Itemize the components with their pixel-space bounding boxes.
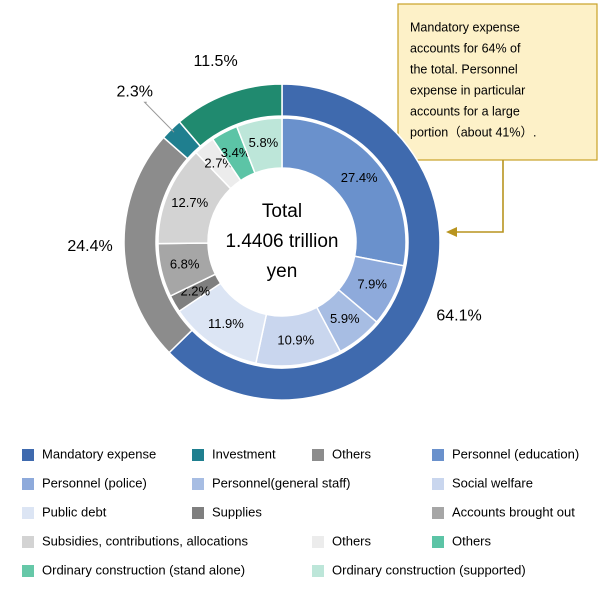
arrow-head [446,227,457,237]
slice [178,83,283,148]
slice-label: 6.8% [170,256,200,271]
legend-swatch [192,449,204,461]
legend-swatch [192,507,204,519]
legend-label: Supplies [212,504,262,519]
slice [281,117,407,267]
legend-label: Mandatory expense [42,446,156,461]
legend-swatch [432,478,444,490]
legend-swatch [432,507,444,519]
legend-label: Personnel (education) [452,446,579,461]
annotation-text: accounts for 64% of [410,41,521,55]
slice-label: 64.1% [436,308,481,325]
legend-swatch [312,536,324,548]
annotation-text: accounts for a large [410,104,520,118]
slice [168,83,441,401]
slice-label: 5.8% [249,135,279,150]
legend-swatch [22,478,34,490]
legend-label: Subsidies, contributions, allocations [42,533,248,548]
legend-swatch [312,565,324,577]
legend-label: Public debt [42,504,107,519]
slice-label: 3.4% [221,145,251,160]
legend-swatch [22,449,34,461]
slice [235,117,283,175]
legend-label: Ordinary construction (stand alone) [42,562,245,577]
annotation-box [397,3,598,161]
legend-label: Accounts brought out [452,504,575,519]
leader-line [143,101,175,133]
annotation-text: the total. Personnel [410,62,518,76]
legend-label: Ordinary construction (supported) [332,562,526,577]
legend-swatch [432,449,444,461]
center-text: Total [262,201,302,222]
legend-label: Social welfare [452,475,533,490]
slice-label: 27.4% [341,170,378,185]
slice-label: 10.9% [277,332,314,347]
legend-swatch [432,536,444,548]
legend-label: Personnel(general staff) [212,475,351,490]
slice-label: 7.9% [357,277,387,292]
legend-label: Others [332,533,372,548]
legend-swatch [22,565,34,577]
center-text: yen [267,261,298,282]
legend-label: Others [332,446,372,461]
annotation-arrow [455,160,504,233]
slice-label: 24.4% [67,238,112,255]
slice-label: 5.9% [330,311,360,326]
legend-swatch [22,507,34,519]
annotation-text: expense in particular [410,83,525,97]
legend-swatch [22,536,34,548]
legend-swatch [192,478,204,490]
legend-label: Others [452,533,492,548]
legend-label: Personnel (police) [42,475,147,490]
annotation-text: portion（about 41%）. [410,125,536,139]
slice-label: 12.7% [171,195,208,210]
slice-label: 11.9% [208,316,244,331]
slice-label: 2.3% [117,83,153,100]
legend-swatch [312,449,324,461]
center-text: 1.4406 trillion [225,231,338,252]
slice-label: 11.5% [194,53,238,70]
annotation-text: Mandatory expense [410,20,520,34]
legend-label: Investment [212,446,276,461]
